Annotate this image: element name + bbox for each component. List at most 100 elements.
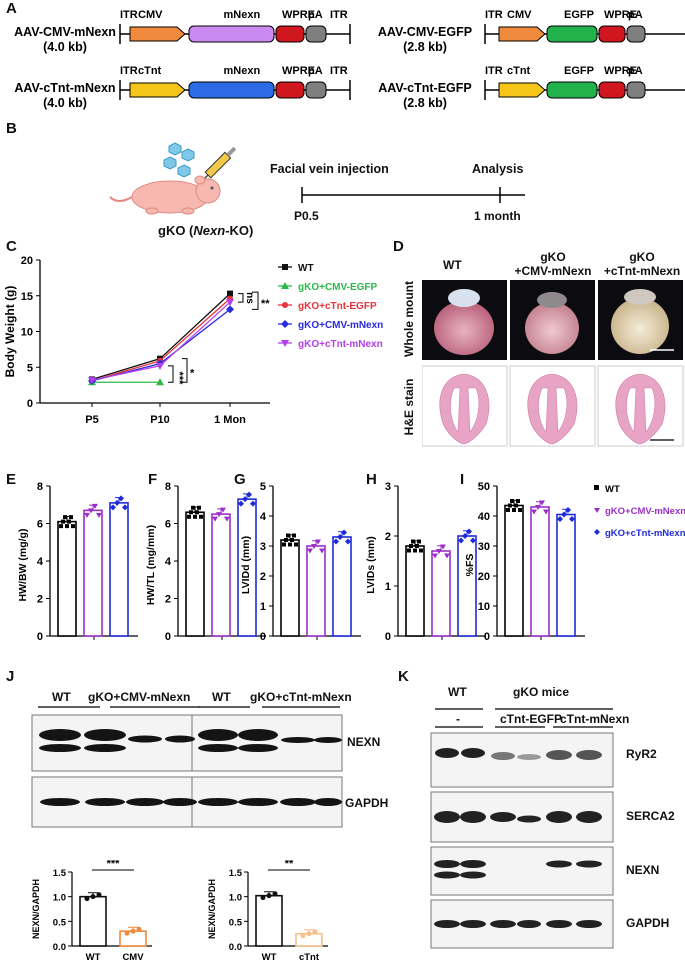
j-band-gapdh: GAPDH bbox=[345, 796, 389, 810]
j-x-tick-label: cTnt bbox=[299, 952, 320, 963]
bar-point bbox=[417, 539, 421, 544]
bar-point bbox=[514, 503, 518, 508]
bar-point bbox=[415, 544, 419, 548]
bar-point bbox=[110, 504, 116, 511]
bar-point bbox=[292, 533, 296, 538]
bar-point bbox=[531, 509, 537, 515]
itr-label: ITR bbox=[485, 65, 503, 77]
bar-legend-label: gKO+CMV-mNexn bbox=[605, 506, 685, 517]
bar-point bbox=[333, 538, 339, 545]
j-blot2-header-wt: WT bbox=[212, 690, 231, 704]
j-blot2-header-gko: gKO+cTnt-mNexn bbox=[250, 690, 352, 704]
j-y-tick-label: 1.5 bbox=[53, 868, 67, 879]
j-point bbox=[266, 893, 272, 899]
k-sub-egfp: cTnt-EGFP bbox=[500, 712, 562, 726]
wpre-label: WPRE bbox=[282, 9, 315, 21]
bar-point bbox=[543, 509, 549, 515]
construct-size: (4.0 kb) bbox=[43, 40, 87, 54]
row-label-whole-mount: Whole mount bbox=[402, 281, 416, 357]
construct-name: AAV-cTnt-mNexn bbox=[14, 81, 115, 95]
bar-point bbox=[432, 553, 438, 559]
bar-y-axis-label: LVIDs (mm) bbox=[365, 536, 377, 594]
bar-point bbox=[419, 548, 423, 553]
c-marker bbox=[226, 299, 234, 307]
j-point bbox=[260, 895, 266, 901]
bar-y-tick-label: 3 bbox=[385, 481, 391, 493]
bar bbox=[332, 536, 352, 637]
bar-point bbox=[510, 499, 514, 503]
bar-point bbox=[65, 524, 69, 529]
c-legend-label: gKO+CMV-mNexn bbox=[298, 320, 383, 331]
bar-point bbox=[187, 514, 191, 519]
bar-y-tick-label: 40 bbox=[478, 511, 490, 523]
construct-size: (4.0 kb) bbox=[43, 96, 87, 110]
c-marker bbox=[226, 305, 234, 314]
promoter-arrow bbox=[129, 82, 186, 98]
bar bbox=[280, 539, 300, 637]
bar bbox=[109, 502, 129, 637]
construct-size: (2.8 kb) bbox=[403, 96, 447, 110]
bar-y-tick-label: 4 bbox=[260, 511, 267, 523]
k-header-wt: WT bbox=[448, 685, 467, 699]
bar-y-tick-label: 1 bbox=[260, 601, 266, 613]
bar-y-tick-label: 30 bbox=[478, 541, 490, 553]
bar-point bbox=[84, 512, 90, 518]
bar-y-tick-label: 0 bbox=[484, 631, 490, 643]
c-legend-label: gKO+CMV-EGFP bbox=[298, 282, 378, 293]
pa-box bbox=[305, 25, 327, 43]
panel-label-a: A bbox=[6, 0, 17, 17]
j-significance: *** bbox=[107, 860, 121, 870]
itr-label: ITR bbox=[330, 65, 348, 77]
mouse-label: gKO (Nexn-KO) bbox=[158, 223, 254, 238]
c-annotation-1star: * bbox=[190, 367, 195, 379]
bar-point bbox=[444, 553, 450, 559]
c-y-tick-label: 5 bbox=[27, 362, 33, 374]
bar bbox=[306, 545, 326, 637]
bar-point bbox=[294, 542, 298, 547]
c-x-tick-label: P10 bbox=[150, 414, 170, 426]
bar-point bbox=[63, 515, 67, 520]
j-significance: ** bbox=[285, 860, 294, 870]
panel-label-g: G bbox=[234, 471, 246, 488]
bar-y-axis-label: %FS bbox=[464, 554, 476, 577]
c-y-axis-label: Body Weight (g) bbox=[3, 286, 17, 378]
col-label-wt: WT bbox=[443, 258, 462, 272]
bar-legend-label: gKO+cTnt-mNexn bbox=[605, 528, 685, 539]
panel-label-d: D bbox=[393, 238, 404, 255]
bar-y-axis-label: HW/TL (mg/mm) bbox=[145, 525, 157, 605]
bar-point bbox=[67, 519, 71, 524]
c-legend-label: gKO+cTnt-EGFP bbox=[298, 301, 377, 312]
k-band-serca2: SERCA2 bbox=[626, 809, 675, 823]
bar-point bbox=[96, 512, 102, 518]
c-marker bbox=[282, 264, 288, 270]
itr-label: ITR bbox=[485, 9, 503, 21]
panels-e-to-i-bar-charts: 0 2 4 6 8 HW/BW (mg/g) 0 2 4 6 8 HW/TL (mg/mm) 0 1 2 3 4… bbox=[17, 481, 685, 643]
j-y-tick-label: 0.5 bbox=[229, 917, 243, 928]
j-point bbox=[90, 894, 96, 900]
c-bracket-3star bbox=[168, 365, 174, 383]
bar-y-tick-label: 2 bbox=[165, 594, 171, 606]
k-sub-mnexn: cTnt-mNexn bbox=[560, 712, 630, 726]
panel-b-schematic: gKO (Nexn-KO) Facial vein injection Anal… bbox=[100, 135, 660, 245]
wpre-label: WPRE bbox=[282, 65, 315, 77]
bar bbox=[211, 513, 231, 637]
panel-label-f: F bbox=[148, 471, 158, 488]
timeline-start: P0.5 bbox=[294, 209, 319, 223]
promoter-label: CMV bbox=[138, 9, 163, 21]
c-x-tick-label: P5 bbox=[85, 414, 98, 426]
bar-point bbox=[61, 519, 65, 524]
k-band-nexn: NEXN bbox=[626, 863, 660, 877]
pa-box bbox=[626, 81, 646, 99]
bar-point bbox=[286, 533, 290, 538]
c-marker bbox=[281, 282, 289, 289]
j-point bbox=[136, 926, 142, 932]
c-marker bbox=[282, 302, 288, 308]
pa-label: pA bbox=[308, 65, 323, 77]
c-y-tick-label: 10 bbox=[21, 327, 33, 339]
gene-label: EGFP bbox=[564, 65, 594, 77]
bar-point bbox=[458, 537, 464, 544]
bar bbox=[431, 550, 451, 637]
bar-y-tick-label: 6 bbox=[165, 519, 171, 531]
j-y-tick-label: 1.5 bbox=[229, 868, 243, 879]
